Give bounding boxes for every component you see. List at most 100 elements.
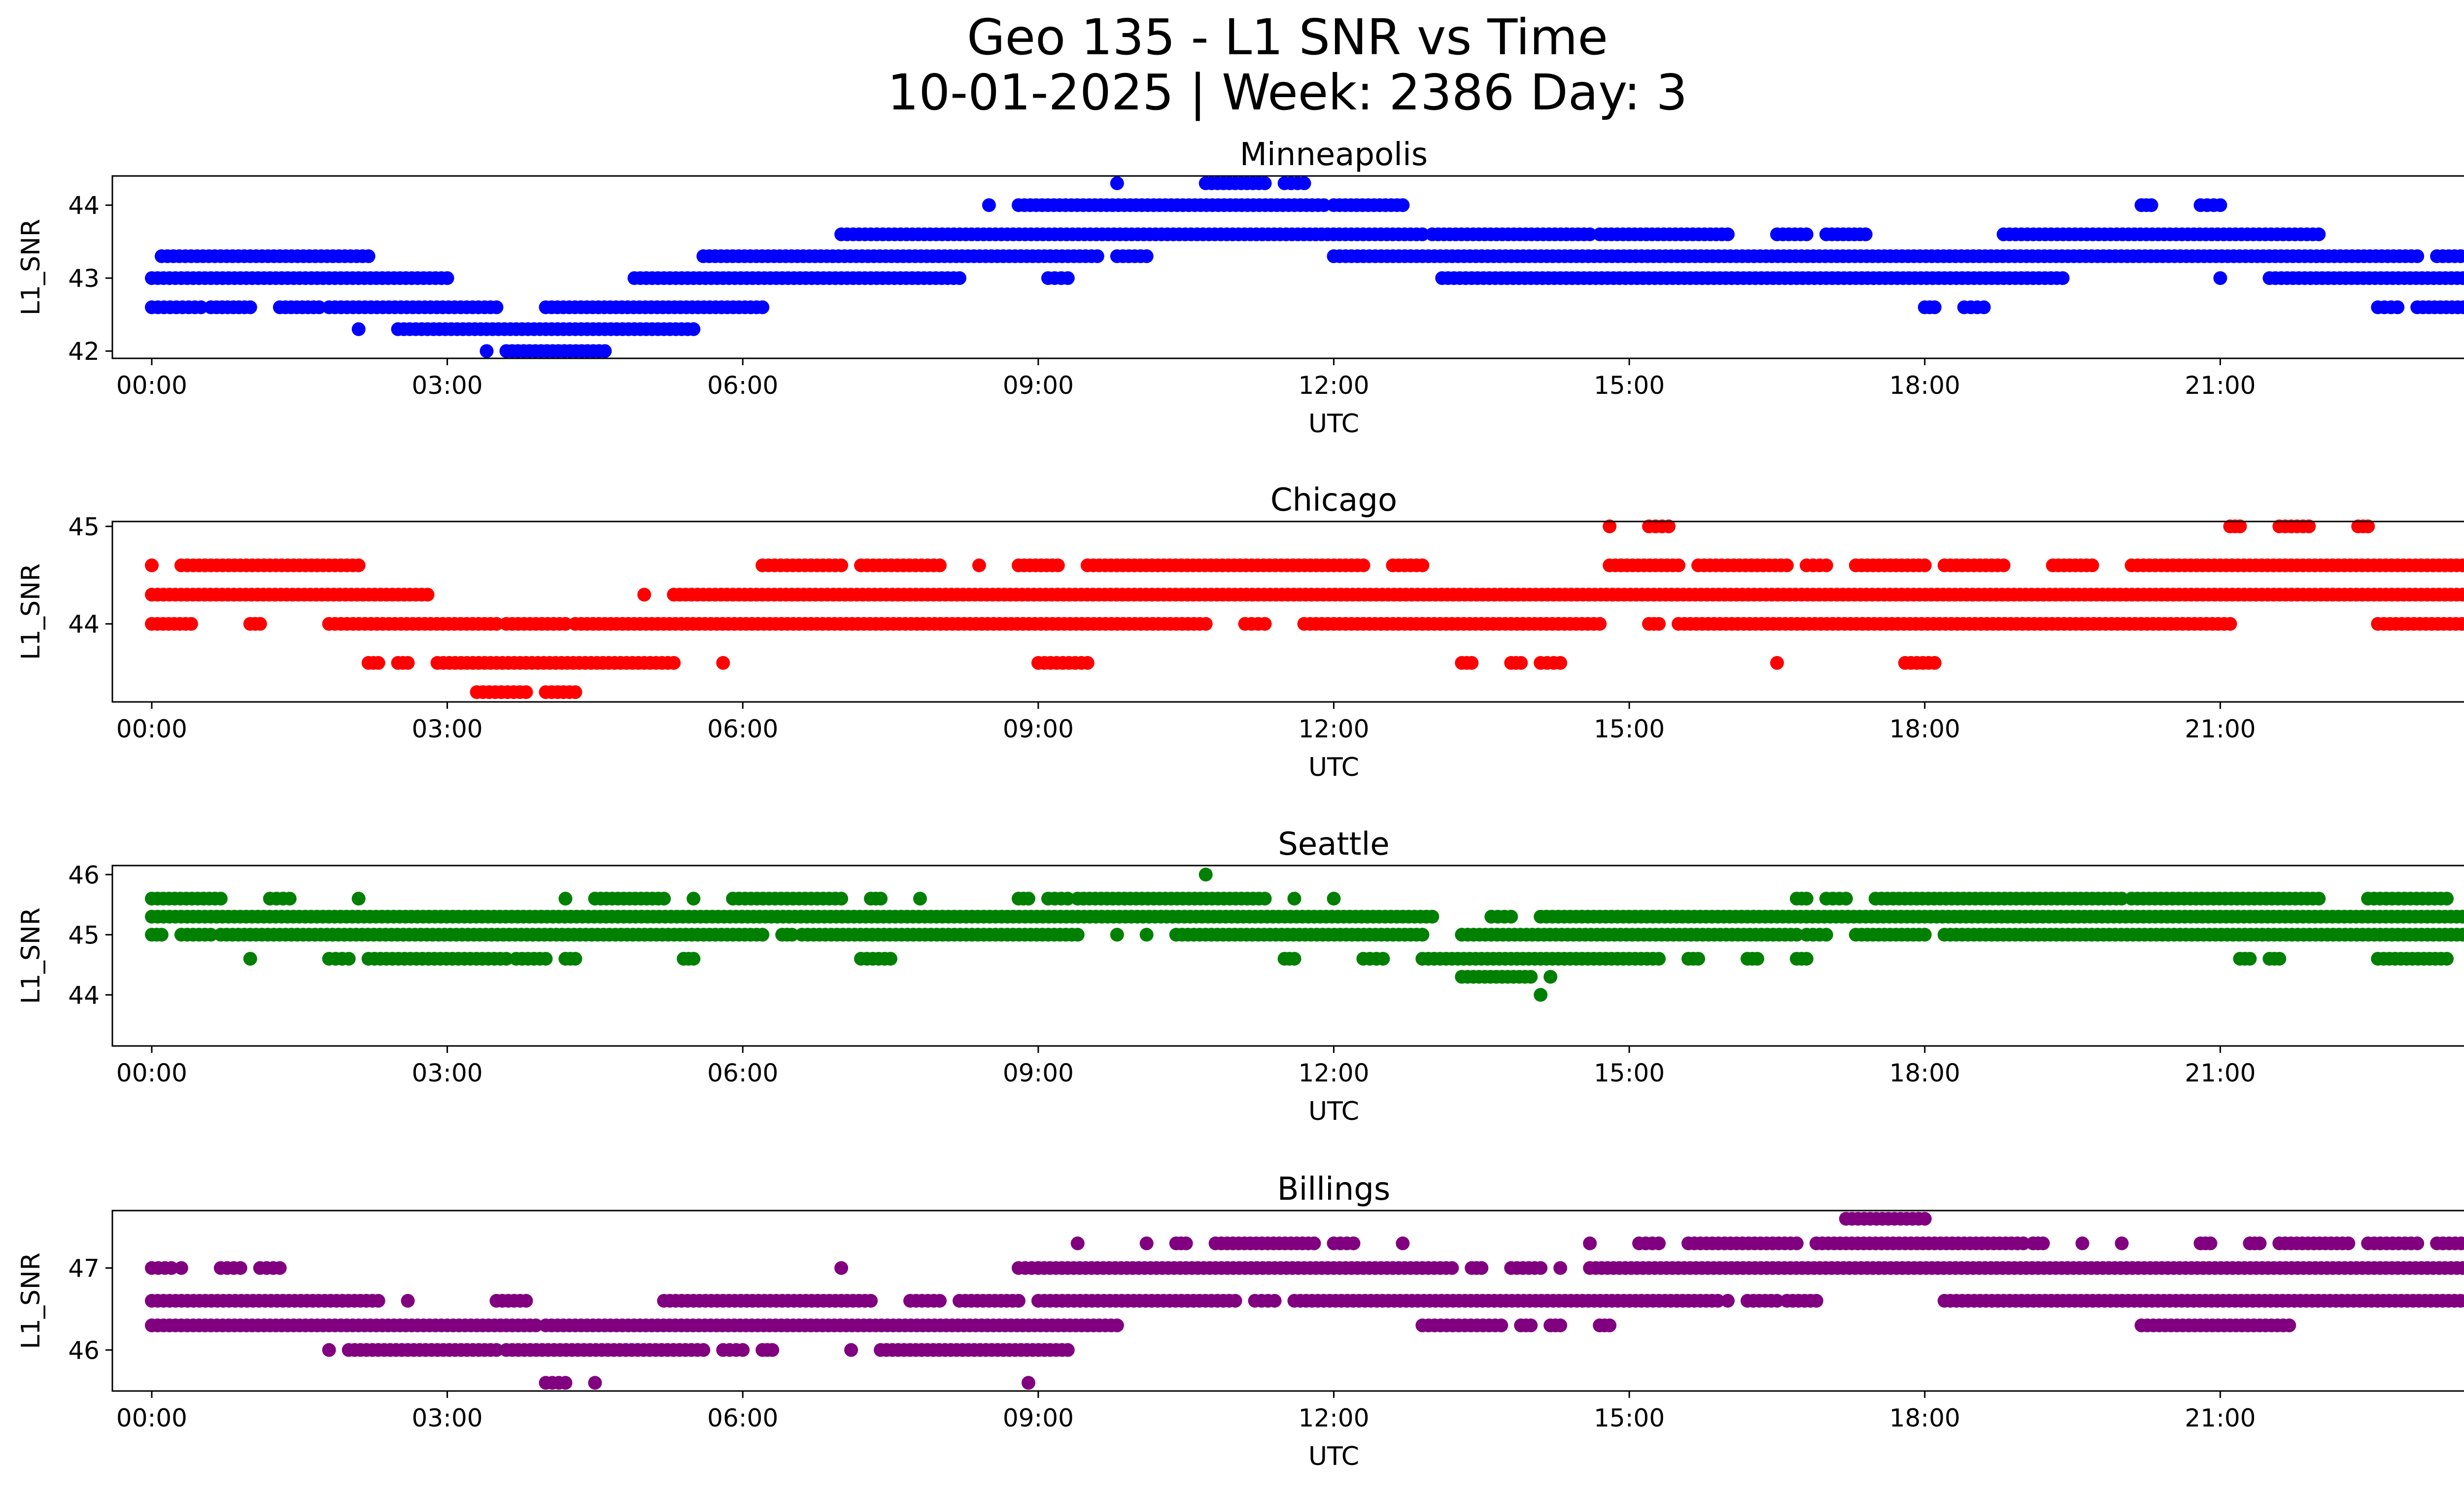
x-tick-label: 06:00 xyxy=(707,715,778,743)
data-point xyxy=(420,588,435,602)
chart-title-minneapolis: Minneapolis xyxy=(1240,137,1428,173)
data-point xyxy=(953,271,966,285)
data-point xyxy=(1996,558,2011,572)
data-point xyxy=(1258,892,1272,906)
data-point xyxy=(361,249,376,263)
series-points-minneapolis xyxy=(145,176,2464,358)
data-point xyxy=(1691,952,1706,966)
data-point xyxy=(1662,519,1676,533)
data-point xyxy=(2460,249,2464,263)
data-point xyxy=(2213,271,2227,285)
data-point xyxy=(1415,227,1430,242)
data-point xyxy=(1139,1236,1154,1251)
data-point xyxy=(1139,928,1154,942)
y-tick-label: 44 xyxy=(68,981,100,1009)
data-point xyxy=(2115,892,2129,906)
data-point xyxy=(1799,227,1814,242)
data-point xyxy=(1553,1261,1568,1275)
data-point xyxy=(2410,249,2425,263)
data-point xyxy=(637,588,651,602)
data-point xyxy=(1110,928,1124,942)
data-point xyxy=(2253,1236,2267,1251)
data-point xyxy=(282,892,297,906)
data-point xyxy=(1524,970,1538,984)
x-tick-label: 06:00 xyxy=(707,371,778,400)
data-point xyxy=(1789,928,1804,942)
data-point xyxy=(1356,558,1370,572)
data-point xyxy=(2233,519,2247,533)
data-point xyxy=(588,1376,602,1390)
x-tick-label: 15:00 xyxy=(1594,1404,1665,1432)
data-point xyxy=(1553,1318,1568,1332)
data-point xyxy=(1474,1261,1489,1275)
data-point xyxy=(657,892,671,906)
data-point xyxy=(2361,519,2375,533)
data-point xyxy=(1494,1318,1508,1332)
y-tick-label: 43 xyxy=(68,264,100,293)
data-point xyxy=(1070,1236,1085,1251)
data-point xyxy=(1080,656,1095,670)
data-point xyxy=(2463,303,2464,312)
data-point xyxy=(696,1343,711,1357)
chart-title-seattle: Seattle xyxy=(1278,826,1390,863)
data-point xyxy=(312,300,326,314)
data-point xyxy=(243,300,257,314)
data-point xyxy=(2272,952,2287,966)
data-point xyxy=(1858,227,1873,242)
data-point xyxy=(1396,198,1410,212)
x-tick-label: 12:00 xyxy=(1298,1404,1369,1432)
data-point xyxy=(1258,176,1272,190)
data-point xyxy=(1799,892,1814,906)
chart-panel-minneapolis: Minneapolis 00:00 03:00 06:00 09:00 12:00 15:0… xyxy=(16,137,2464,439)
data-point xyxy=(2312,892,2326,906)
data-point xyxy=(1425,909,1439,924)
data-point xyxy=(184,617,198,631)
x-axis-label-minneapolis: UTC xyxy=(1308,409,1359,439)
data-point xyxy=(194,300,208,314)
y-tick-label: 45 xyxy=(68,513,100,541)
data-point xyxy=(479,344,494,358)
data-point xyxy=(351,892,366,906)
data-point xyxy=(539,952,553,966)
data-point xyxy=(351,558,366,572)
y-axis-label-chicago: L1_SNR xyxy=(16,563,46,660)
data-point xyxy=(1090,249,1104,263)
figure-title-line2: 10-01-2025 | Week: 2386 Day: 3 xyxy=(887,64,1688,121)
data-point xyxy=(558,617,573,631)
chart-panel-billings: Billings 00:00 03:00 06:00 09:00 12:00 15:00 18… xyxy=(16,1171,2464,1471)
figure-title: Geo 135 - L1 SNR vs Time 10-01-2025 | We… xyxy=(0,10,2464,120)
data-point xyxy=(1927,300,1942,314)
x-tick-label: 21:00 xyxy=(2185,715,2256,743)
data-point xyxy=(1327,892,1341,906)
y-tick-label: 47 xyxy=(68,1254,100,1283)
data-point xyxy=(736,1343,750,1357)
chart-title-billings: Billings xyxy=(1277,1171,1391,1208)
data-point xyxy=(598,344,612,358)
data-point xyxy=(884,952,897,966)
x-axis-label-chicago: UTC xyxy=(1308,753,1359,782)
x-tick-label: 15:00 xyxy=(1594,371,1665,400)
data-point xyxy=(351,322,366,336)
data-point xyxy=(1672,558,1686,572)
x-tick-label: 18:00 xyxy=(1889,1059,1960,1087)
data-point xyxy=(558,892,573,906)
data-point xyxy=(844,1343,858,1357)
data-point xyxy=(568,685,582,699)
data-point xyxy=(2203,1236,2218,1251)
data-point xyxy=(1415,558,1430,572)
data-point xyxy=(174,1261,188,1275)
x-axis-label-seattle: UTC xyxy=(1308,1097,1359,1126)
data-point xyxy=(1789,1236,1804,1251)
data-point xyxy=(1583,227,1597,242)
data-point xyxy=(1534,1261,1548,1275)
data-point xyxy=(834,1261,849,1275)
chart-title-chicago: Chicago xyxy=(1270,482,1397,519)
data-point xyxy=(371,1294,385,1308)
data-point xyxy=(686,952,701,966)
data-point xyxy=(1307,1236,1321,1251)
data-point xyxy=(933,1294,947,1308)
data-point xyxy=(2456,909,2464,924)
data-point xyxy=(2456,558,2464,572)
data-point xyxy=(765,1343,780,1357)
data-point xyxy=(2462,273,2464,283)
